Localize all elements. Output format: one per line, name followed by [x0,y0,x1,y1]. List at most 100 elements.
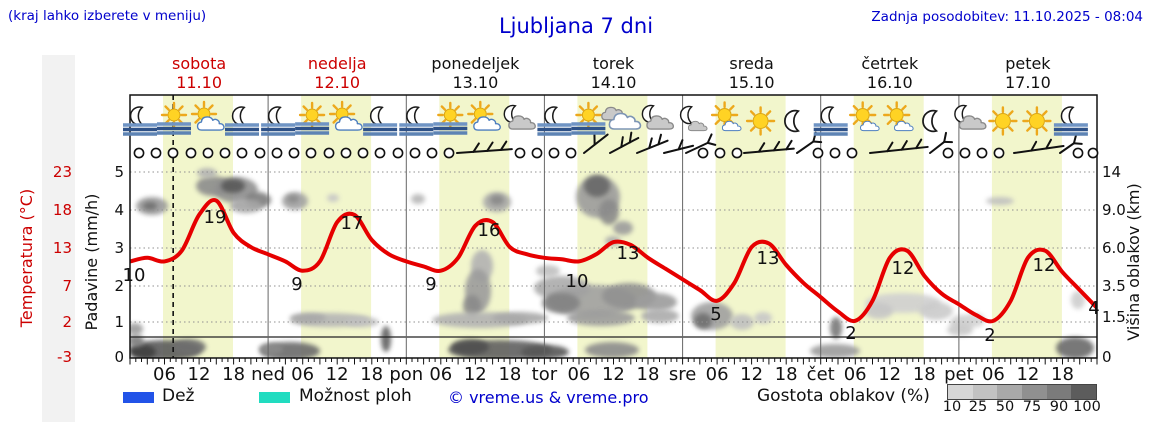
x-tick-label: 12 [463,364,487,385]
cloud-tick: 1.5 [1102,308,1126,326]
moon-fog-icon [537,106,572,136]
wind-calm-icon [812,147,824,159]
copyright-link[interactable]: © vreme.us & vreme.pro [448,388,649,407]
wind-calm-icon [271,147,283,159]
wind-barb-icon [456,140,513,154]
sun-icon [745,106,776,136]
temp-tick: 2 [62,313,72,331]
weather-icons [123,100,1088,136]
day-name: četrtek [861,54,919,73]
sun-smallcloud-icon [883,101,914,132]
wind-calm-icon [993,147,1005,159]
wind-barb-icon [1059,133,1083,154]
rain-legend-swatch [123,392,154,403]
svg-text:10: 10 [566,271,589,292]
x-tick-label: 18 [222,364,246,385]
sun-fog-icon [295,101,330,135]
wind-calm-icon [959,147,971,159]
x-tick-label: tor [531,364,558,385]
x-tick-label: 18 [912,364,936,385]
showers-legend-label: Možnost ploh [299,386,412,406]
x-tick-label: 18 [360,364,384,385]
moon-cloud-icon [503,104,536,130]
density-tick: 90 [1049,399,1069,415]
menu-hint: (kraj lahko izberete v meniju) [8,8,207,24]
rain-legend-label: Dež [162,386,195,406]
density-tick: 10 [942,399,962,415]
moon-fog-icon [123,106,157,136]
density-segment [1071,385,1096,399]
x-tick-label: 06 [429,364,453,385]
cloud-density-blobs [130,168,1094,358]
sun-cloud-icon [467,100,501,131]
day-date: 11.10 [176,73,222,92]
wind-barb-icon [663,139,695,154]
precip-tick: 3 [114,239,124,257]
precip-tick: 2 [114,277,124,295]
moon-fog-icon [363,106,398,136]
day-date: 13.10 [452,73,499,92]
day-date: 15.10 [728,73,775,92]
wind-calm-icon [829,147,841,159]
wind-calm-icon [133,147,145,159]
svg-text:9: 9 [425,274,436,295]
sun-smallcloud-icon [849,101,880,132]
sun-smallcloud-icon [710,101,742,132]
wind-calm-icon [443,147,455,159]
moon-fog-icon [261,106,296,136]
sun-cloud-icon [328,100,363,131]
moon-fog-icon [225,106,259,136]
wind-calm-icon [167,147,179,159]
day-date: 14.10 [590,73,637,92]
wind-calm-icon [942,147,954,159]
svg-text:5: 5 [710,304,721,325]
wind-barb-icon [609,131,640,154]
sun-icon [1022,106,1052,136]
x-tick-label: 06 [567,364,591,385]
moon-cloud-icon [954,104,987,130]
x-tick-label: 06 [291,364,315,385]
svg-text:17: 17 [341,213,364,234]
svg-text:2: 2 [845,323,856,344]
wind-calm-icon [374,147,386,159]
temp-tick: -3 [57,348,72,366]
temperature-curve [130,198,1097,324]
wind-calm-icon [150,147,162,159]
density-segment [948,385,973,399]
x-tick-label: čet [806,364,835,385]
wind-calm-icon [565,147,577,159]
day-date: 16.10 [866,73,913,92]
density-tick: 75 [1022,399,1042,415]
wind-calm-icon [219,147,231,159]
wind-barb-icon [1013,138,1065,154]
moon-icon [784,109,800,133]
temp-tick: 23 [52,163,72,181]
wind-row [133,131,1099,159]
wind-barb-icon [636,133,669,154]
svg-text:12: 12 [892,258,915,279]
moon-smallcloud-icon [679,105,708,132]
page-title: Ljubljana 7 dni [498,14,654,38]
wind-calm-icon [340,147,352,159]
x-tick-label: 18 [1051,364,1074,385]
density-tick: 25 [968,399,988,415]
wind-calm-icon [323,147,335,159]
x-tick-label: 06 [843,364,867,385]
density-segment [1021,385,1047,399]
wind-calm-icon [1087,147,1099,159]
density-tick: 100 [1073,399,1101,415]
cloud-tick: 9.0 [1102,201,1126,219]
precip-tick: 5 [114,163,124,181]
wind-calm-icon [288,147,300,159]
density-segment [997,385,1022,399]
day-name: petek [1005,54,1051,73]
cloud-tick: 14 [1102,163,1122,181]
svg-text:12: 12 [1033,255,1056,276]
cloud-tick: 0 [1102,348,1112,366]
moon-fog-icon [813,106,848,136]
precip-tick: 0 [114,348,124,366]
moon-fog-icon [1053,106,1088,136]
wind-calm-icon [305,147,317,159]
